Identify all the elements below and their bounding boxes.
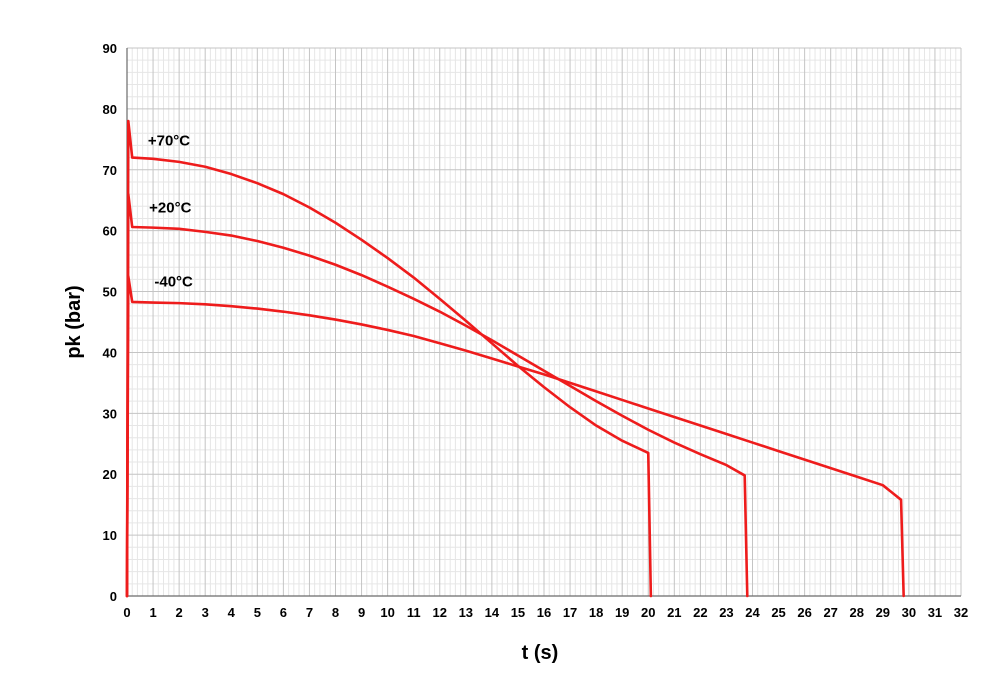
series-line — [125, 192, 749, 598]
x-tick-label: 25 — [771, 605, 785, 620]
x-tick-label: 20 — [641, 605, 655, 620]
x-tick-label: 14 — [485, 605, 500, 620]
x-tick-label: 1 — [149, 605, 156, 620]
x-tick-label: 4 — [228, 605, 236, 620]
x-tick-label: 15 — [511, 605, 525, 620]
x-tick-label: 17 — [563, 605, 577, 620]
x-tick-label: 23 — [719, 605, 733, 620]
x-tick-label: 21 — [667, 605, 681, 620]
x-tick-label: 26 — [797, 605, 811, 620]
y-axis-title: pk (bar) — [63, 285, 85, 358]
series-annotation: +70°C — [148, 132, 190, 149]
y-tick-labels: 0 10 20 30 40 50 60 70 80 90 — [103, 41, 117, 604]
x-tick-label: 2 — [176, 605, 183, 620]
x-tick-label: 16 — [537, 605, 551, 620]
x-tick-label: 27 — [823, 605, 837, 620]
x-tick-label: 0 — [123, 605, 130, 620]
x-tick-label: 11 — [407, 605, 421, 620]
x-tick-labels: 0 1 2 3 4 5 6 7 8 9 10 11 12 13 14 15 16 17 18 19 20 21 22 23 24… — [123, 605, 968, 620]
x-tick-label: 13 — [459, 605, 473, 620]
series-line — [125, 119, 653, 598]
x-tick-label: 24 — [745, 605, 760, 620]
x-tick-label: 30 — [902, 605, 916, 620]
series-annotation: +20°C — [149, 199, 191, 216]
x-tick-label: 7 — [306, 605, 313, 620]
x-tick-label: 12 — [433, 605, 447, 620]
x-tick-label: 32 — [954, 605, 968, 620]
x-tick-label: 5 — [254, 605, 261, 620]
y-tick-label: 0 — [110, 589, 117, 604]
y-tick-label: 40 — [103, 345, 117, 360]
x-tick-label: 28 — [850, 605, 864, 620]
y-tick-label: 10 — [103, 528, 117, 543]
x-tick-label: 6 — [280, 605, 287, 620]
x-tick-label: 29 — [876, 605, 890, 620]
x-tick-label: 19 — [615, 605, 629, 620]
y-tick-label: 80 — [103, 102, 117, 117]
series-line — [125, 275, 905, 598]
series-lines — [125, 119, 905, 598]
x-tick-label: 10 — [380, 605, 394, 620]
x-tick-label: 8 — [332, 605, 339, 620]
series-annotations: +70°C +20°C -40°C — [148, 132, 193, 290]
y-tick-label: 30 — [103, 406, 117, 421]
x-tick-label: 3 — [202, 605, 209, 620]
y-tick-label: 50 — [103, 285, 117, 300]
x-tick-label: 18 — [589, 605, 603, 620]
x-tick-label: 9 — [358, 605, 365, 620]
y-tick-label: 20 — [103, 467, 117, 482]
x-axis-title: t (s) — [522, 642, 559, 664]
series-annotation: -40°C — [154, 274, 193, 291]
y-tick-label: 70 — [103, 163, 117, 178]
x-tick-label: 31 — [928, 605, 942, 620]
x-tick-label: 22 — [693, 605, 707, 620]
y-tick-label: 90 — [103, 41, 117, 56]
y-tick-label: 60 — [103, 224, 117, 239]
